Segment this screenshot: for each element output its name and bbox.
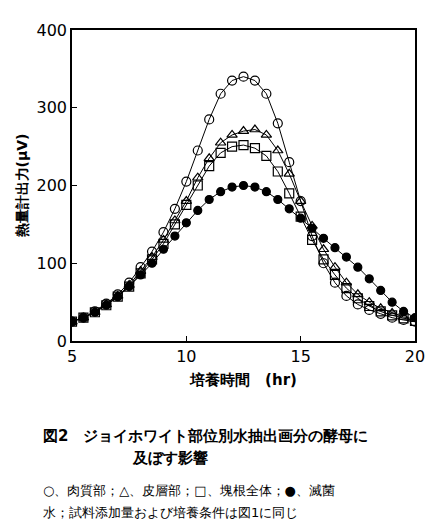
svg-text:5: 5 bbox=[67, 347, 77, 366]
svg-text:及ぼす影響: 及ぼす影響 bbox=[132, 449, 208, 467]
svg-text:200: 200 bbox=[37, 176, 68, 195]
svg-text:100: 100 bbox=[37, 254, 68, 273]
svg-text:300: 300 bbox=[37, 98, 68, 117]
svg-text:20: 20 bbox=[405, 347, 425, 366]
svg-text:培養時間 (hr): 培養時間 (hr) bbox=[189, 371, 297, 389]
svg-text:○、肉質部；△、皮層部；□、塊根全体；●、滅菌: ○、肉質部；△、皮層部；□、塊根全体；●、滅菌 bbox=[43, 483, 335, 498]
svg-text:10: 10 bbox=[176, 347, 196, 366]
svg-text:15: 15 bbox=[290, 347, 310, 366]
svg-text:図2 ジョイホワイト部位別水抽出画分の酵母に: 図2 ジョイホワイト部位別水抽出画分の酵母に bbox=[43, 427, 368, 445]
svg-text:熱量計出力(μV): 熱量計出力(μV) bbox=[14, 134, 30, 239]
svg-text:水；試料添加量および培養条件は図1に同じ: 水；試料添加量および培養条件は図1に同じ bbox=[43, 505, 298, 520]
svg-text:0: 0 bbox=[57, 332, 67, 351]
svg-text:400: 400 bbox=[37, 21, 68, 40]
